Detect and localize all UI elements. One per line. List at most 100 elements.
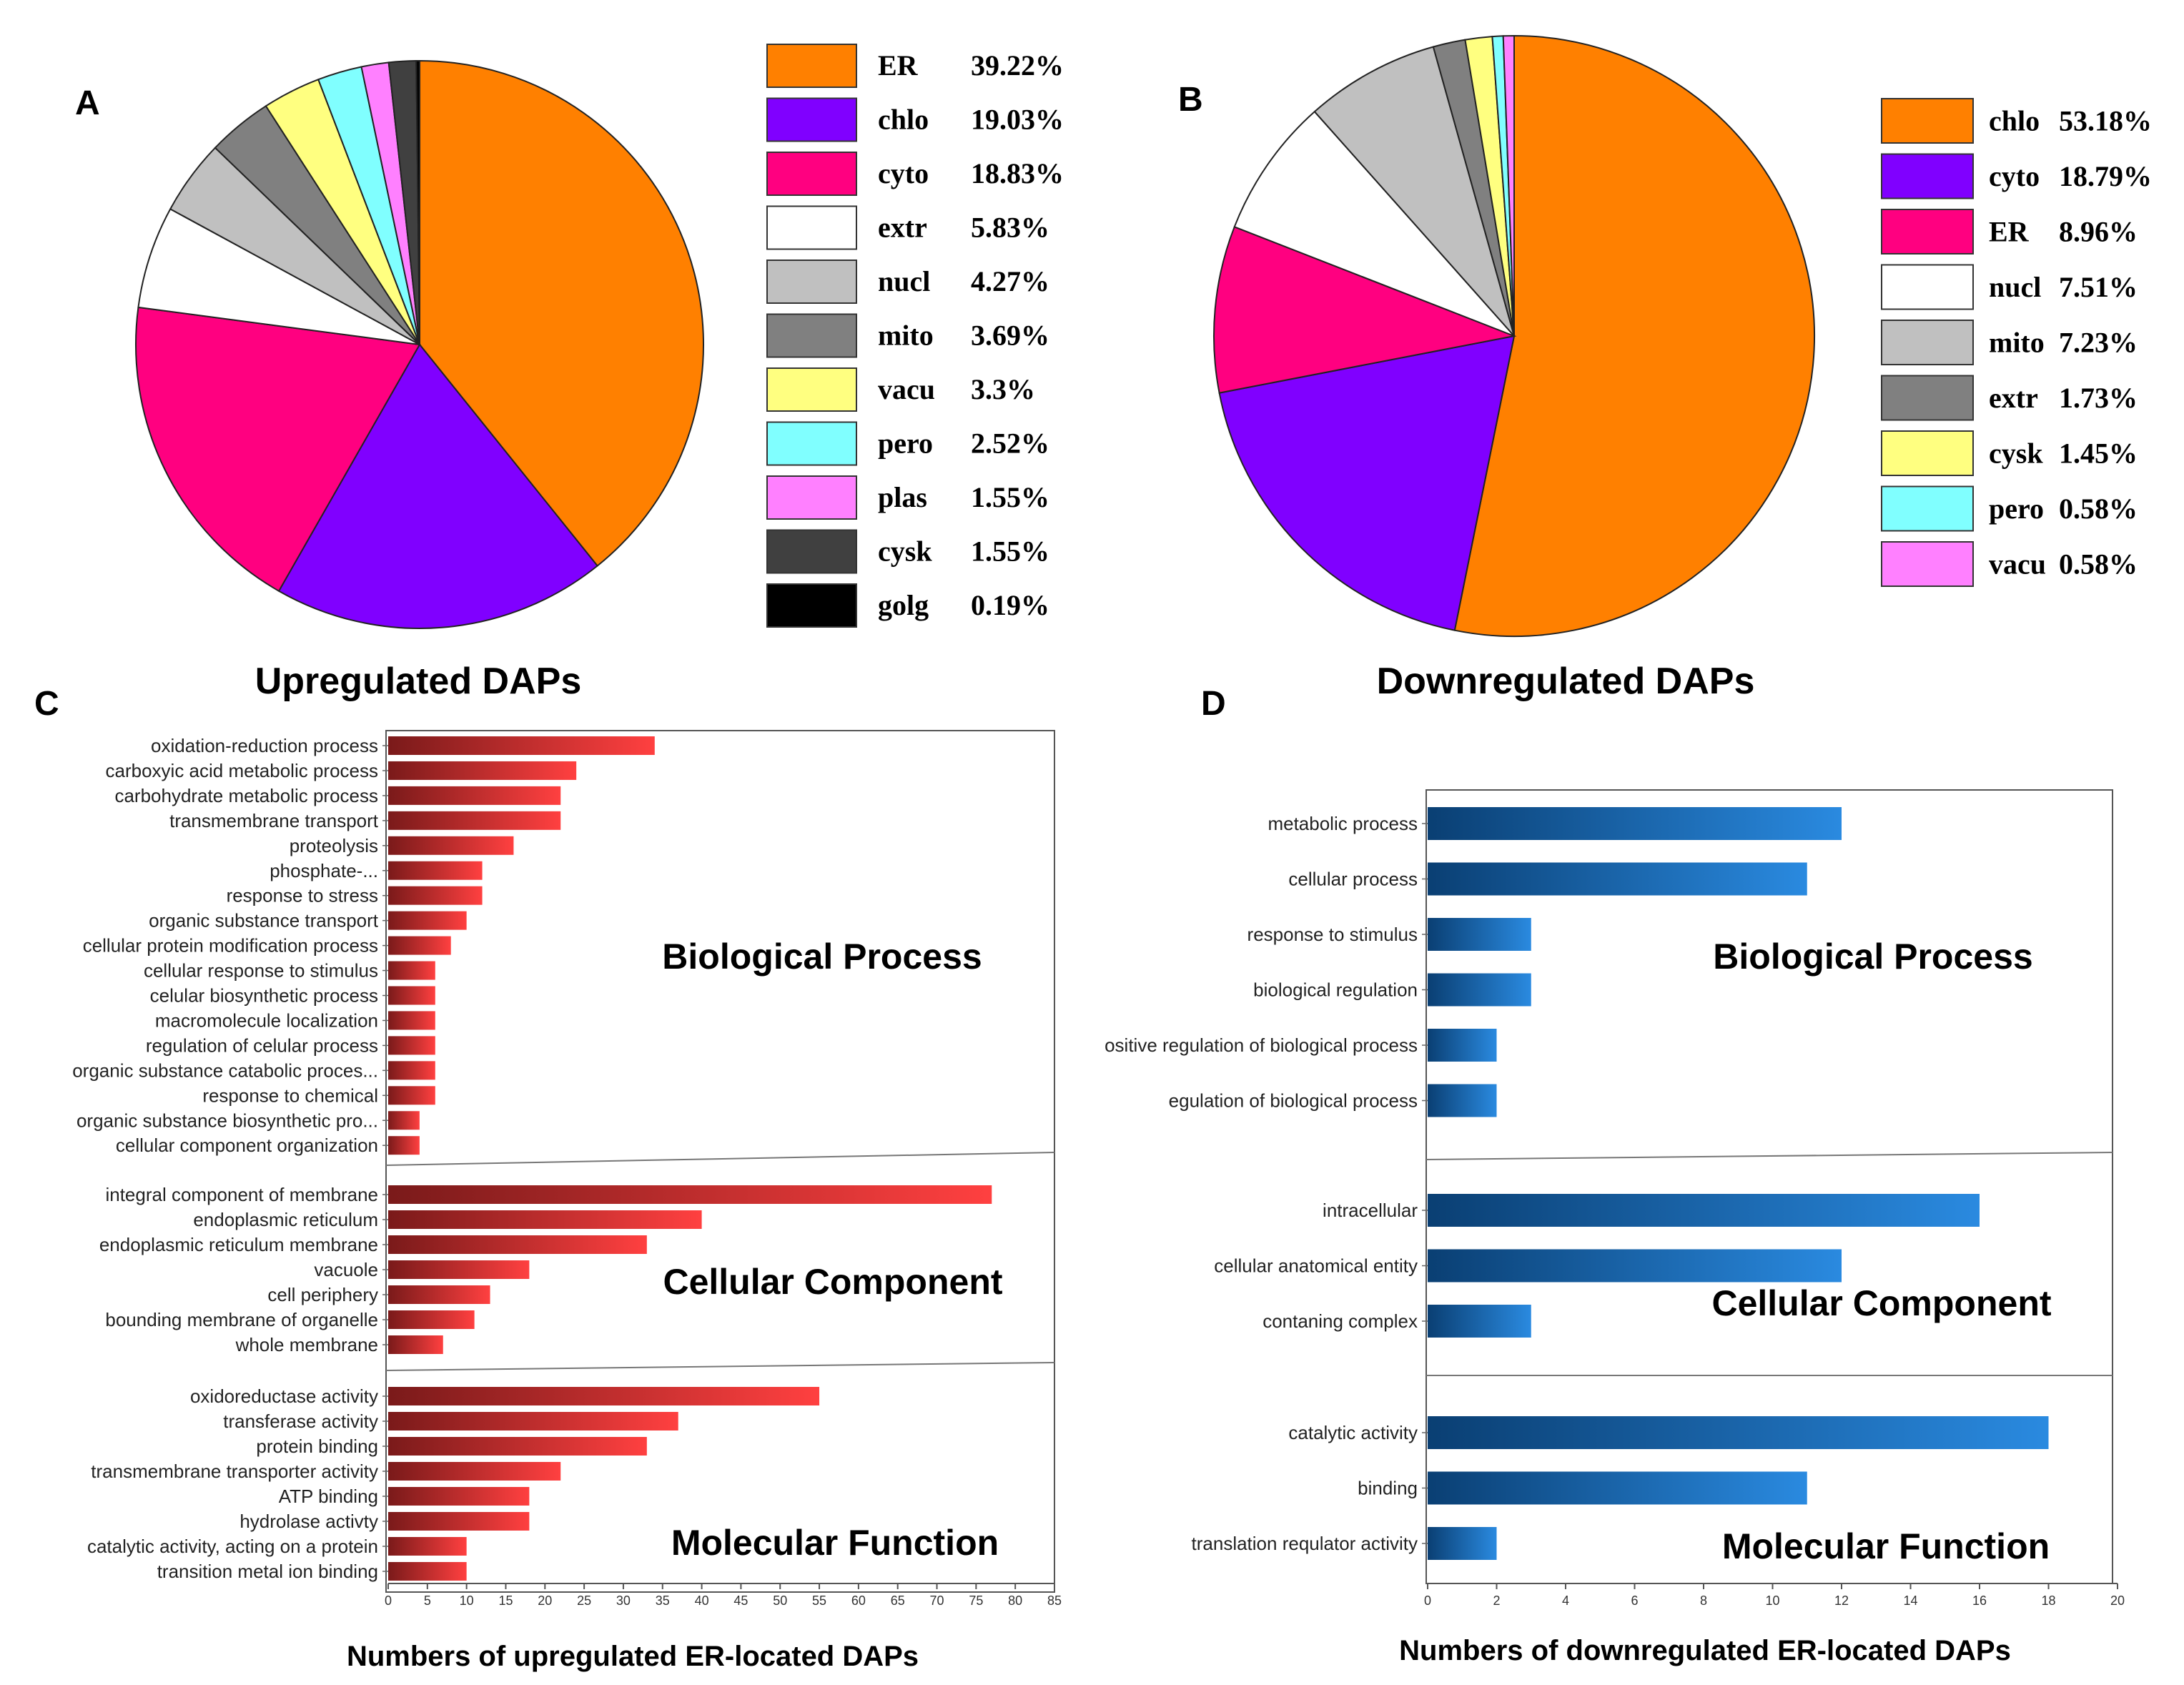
bar-binding: [1428, 1471, 1807, 1505]
pie-slice-cyto: [135, 306, 421, 593]
category-label: hydrolase activty: [239, 1511, 378, 1532]
legend-label-pero: pero: [878, 428, 933, 460]
category-label: response to stress: [227, 885, 378, 906]
category-label: cellular response to stimulus: [144, 960, 378, 982]
legend-percent-er: 39.22%: [971, 49, 1064, 81]
legend-item-extr: extr 5.83%: [766, 205, 1049, 250]
legend-item-golg: golg 0.19%: [766, 583, 1049, 628]
legend-item-er: ER 39.22%: [766, 44, 1064, 88]
bar-chart-upregulated: 0 5 10 15 20 25 30 35 40 45 50 55 60 65 70 75 80 85 oxidat…: [72, 735, 1062, 1608]
legend-swatch-cyto: [766, 152, 857, 196]
bar-transmembrane-transporter-activity: [388, 1462, 561, 1481]
category-label: cellular anatomical entity: [1214, 1255, 1418, 1277]
bar-catalytic-activity: [1428, 1416, 2049, 1449]
legend-item-plas: plas 1.55%: [766, 475, 1049, 520]
legend-swatch-chlo: [766, 97, 857, 142]
category-label: contaning complex: [1263, 1310, 1418, 1332]
legend-item-pero: pero 0.58%: [1881, 485, 2138, 532]
pie-title-downregulated: Downregulated DAPs: [1377, 661, 1755, 702]
pie-slice-extr: [137, 207, 420, 345]
legend-percent-golg: 0.19%: [971, 589, 1049, 621]
legend-swatch-golg: [766, 583, 857, 628]
category-label: endoplasmic reticulum: [193, 1209, 378, 1230]
bar-cellular-protein-modification-process: [388, 936, 451, 955]
panel-b: B chlo 53.18% cyto 18.79% ER 8.96% nucl 7.51% mi…: [1178, 34, 2152, 702]
bar-carbohydrate-metabolic-process: [388, 786, 561, 805]
legend-item-cysk: cysk 1.45%: [1881, 430, 2138, 476]
x-tick-label: 35: [656, 1593, 670, 1608]
legend-percent-pero: 2.52%: [971, 428, 1049, 460]
bar-organic-substance-transport: [388, 911, 467, 930]
legend-label-cyto: cyto: [1989, 160, 2040, 192]
legend-item-cysk: cysk 1.55%: [766, 529, 1049, 574]
legend-label-chlo: chlo: [1989, 105, 2040, 137]
category-label: transmembrane transport: [169, 810, 379, 831]
legend-item-cyto: cyto 18.79%: [1881, 153, 2152, 199]
plot-frame-d: [1425, 789, 2113, 1584]
legend-swatch-plas: [766, 475, 857, 520]
pie-slice-cyto: [1218, 335, 1516, 631]
legend-swatch-cysk: [766, 529, 857, 574]
pie-slice-vacu: [1502, 34, 1515, 337]
category-label: cellular protein modification process: [83, 935, 378, 957]
legend-swatch-cyto: [1881, 153, 1974, 199]
legend-item-chlo: chlo 19.03%: [766, 97, 1064, 142]
legend-swatch-vacu: [1881, 541, 1974, 587]
bar-cellular-process: [1428, 862, 1807, 896]
legend-swatch-pero: [1881, 485, 1974, 532]
x-tick-label: 20: [538, 1593, 552, 1608]
legend-label-plas: plas: [878, 481, 927, 513]
legend-swatch-vacu: [766, 367, 857, 412]
x-tick-label: 75: [969, 1593, 983, 1608]
pie-slice-golg: [415, 59, 420, 345]
bar-endoplasmic-reticulum-membrane: [388, 1235, 647, 1254]
bar-catalytic-activity-acting-on-a-protein: [388, 1537, 467, 1556]
bar-protein-binding: [388, 1437, 647, 1456]
legend-label-er: ER: [1989, 216, 2030, 248]
panel-a: A ER 39.22% chlo 19.03% cyto 18.83% extr 5.83% n…: [75, 44, 1064, 702]
legend-percent-mito: 3.69%: [971, 320, 1049, 352]
category-label: transmembrane transporter activity: [91, 1461, 378, 1482]
x-tick-label: 20: [2110, 1593, 2125, 1608]
category-label: whole membrane: [235, 1334, 378, 1355]
bar-organic-substance-catabolic-proces: [388, 1061, 435, 1080]
x-tick-label: 85: [1047, 1593, 1062, 1608]
pie-chart-upregulated: [135, 59, 704, 629]
category-label: integral component of membrane: [105, 1184, 378, 1205]
bar-oxidation-reduction-process: [388, 736, 655, 755]
panel-letter-b: B: [1178, 81, 1203, 119]
legend-item-mito: mito 7.23%: [1881, 320, 2138, 365]
category-label: regulation of celular process: [146, 1034, 378, 1056]
x-axis-title-c: Numbers of upregulated ER-located DAPs: [347, 1641, 919, 1672]
section-divider-d-1: [1425, 1152, 2113, 1160]
category-label: intracellular: [1323, 1200, 1418, 1221]
legend-label-cysk: cysk: [878, 535, 932, 568]
category-label: carboxyic acid metabolic process: [106, 760, 379, 781]
bar-response-to-chemical: [388, 1086, 435, 1105]
legend-upregulated: ER 39.22% chlo 19.03% cyto 18.83% extr 5.83% nuc…: [766, 44, 1064, 628]
legend-swatch-er: [766, 44, 857, 88]
x-tick-label: 12: [1834, 1593, 1849, 1608]
legend-percent-mito: 7.23%: [2059, 327, 2138, 359]
category-label: metabolic process: [1268, 813, 1418, 834]
bar-ositive-regulation-of-biological-process: [1428, 1029, 1497, 1062]
category-label: macromolecule localization: [155, 1009, 378, 1031]
legend-label-mito: mito: [878, 320, 934, 352]
category-label: biological regulation: [1253, 979, 1418, 1001]
bar-transition-metal-ion-binding: [388, 1562, 467, 1581]
legend-percent-vacu: 0.58%: [2059, 548, 2138, 580]
bar-egulation-of-biological-process: [1428, 1084, 1497, 1117]
bar-hydrolase-activty: [388, 1512, 530, 1531]
legend-label-mito: mito: [1989, 327, 2045, 359]
category-label: organic substance transport: [149, 910, 379, 932]
legend-percent-pero: 0.58%: [2059, 493, 2138, 525]
pie-chart-downregulated: [1213, 34, 1816, 637]
x-tick-label: 15: [498, 1593, 513, 1608]
legend-item-cyto: cyto 18.83%: [766, 152, 1064, 196]
legend-percent-cysk: 1.55%: [971, 535, 1049, 568]
bar-transferase-activity: [388, 1412, 678, 1430]
legend-swatch-extr: [766, 205, 857, 250]
legend-label-golg: golg: [878, 589, 929, 621]
pie-slice-mito: [1313, 46, 1515, 337]
